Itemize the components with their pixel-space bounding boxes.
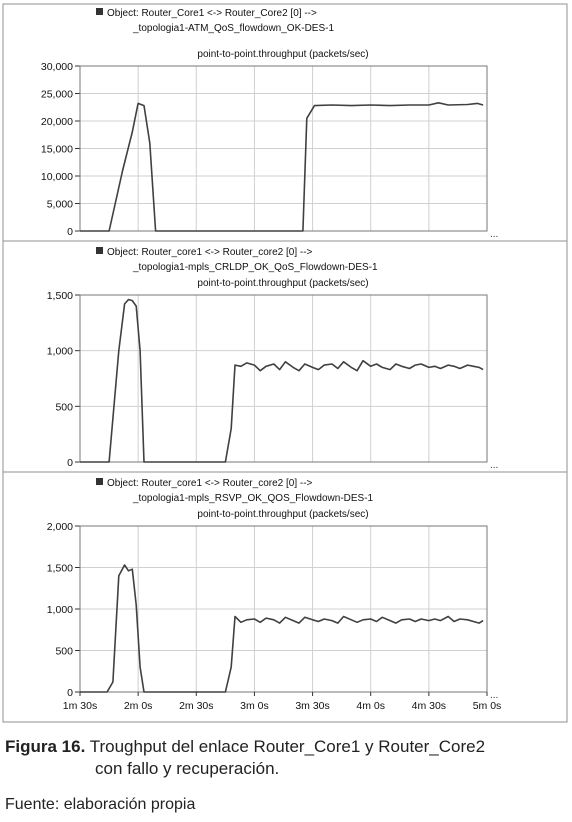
xtick-label: 1m 30s: [63, 700, 97, 712]
panel-2-series-line: [80, 298, 484, 463]
panel-3-ytick-label: 1,500: [47, 563, 73, 575]
panel-3-metric-label: point-to-point.throughput (packets/sec): [197, 509, 368, 520]
panel-1-ytick-label: 10,000: [41, 171, 73, 183]
caption-text-line1: Troughput del enlace Router_Core1 y Rout…: [89, 737, 486, 756]
panel-1-ytick-label: 15,000: [41, 144, 73, 156]
xtick-label: 4m 0s: [356, 700, 385, 712]
panel-3-ytick-label: 0: [67, 687, 73, 699]
panel-2-legend-line2: _topologia1-mpls_CRLDP_OK_QoS_Flowdown-D…: [132, 262, 378, 273]
xtick-label: 4m 30s: [412, 700, 446, 712]
panel-3-series-line: [80, 564, 484, 693]
caption-text-line2: con fallo y recuperación.: [95, 759, 280, 778]
source-note: Fuente: elaboración propia: [5, 796, 196, 813]
xtick-label: 3m 30s: [295, 700, 329, 712]
panel-3-ellipsis: ...: [490, 690, 498, 701]
panel-1-ytick-label: 0: [67, 226, 73, 238]
panel-3-legend-line1: Object: Router_core1 <-> Router_core2 [0…: [107, 478, 313, 489]
xtick-label: 2m 0s: [124, 700, 153, 712]
panel-2-metric-label: point-to-point.throughput (packets/sec): [197, 278, 368, 289]
figure-charts: Object: Router_Core1 <-> Router_Core2 [0…: [2, 3, 568, 723]
panel-2-legend-marker: [96, 247, 103, 254]
figure-frame: [2, 3, 568, 723]
panel-3-ytick-label: 2,000: [47, 521, 73, 533]
panel-1-ellipsis: ...: [490, 229, 498, 240]
panel-1-legend-line1: Object: Router_Core1 <-> Router_Core2 [0…: [107, 8, 317, 19]
panel-1-legend-marker: [96, 8, 103, 15]
panel-1-ytick-label: 5,000: [47, 199, 73, 211]
panel-2-ytick-label: 0: [67, 457, 73, 469]
panel-1-series-line: [80, 102, 484, 232]
panel-2-plot-area: [79, 294, 488, 463]
panel-1-ytick-label: 25,000: [41, 89, 73, 101]
panel-3-plot-area: [79, 525, 488, 693]
panel-1-metric-label: point-to-point.throughput (packets/sec): [197, 49, 368, 60]
panel-1-ytick-label: 30,000: [41, 61, 73, 73]
panel-1-ytick-label: 20,000: [41, 116, 73, 128]
xtick-label: 3m 0s: [240, 700, 269, 712]
panel-2-legend-line1: Object: Router_core1 <-> Router_core2 [0…: [107, 247, 313, 258]
panel-3-legend-line2: _topologia1-mpls_RSVP_OK_QOS_Flowdown-DE…: [132, 493, 374, 504]
panel-2-ytick-label: 1,500: [47, 290, 73, 302]
panel-2-ytick-label: 500: [55, 401, 73, 413]
panel-2-ytick-label: 1,000: [47, 346, 73, 358]
xtick-label: 2m 30s: [179, 700, 213, 712]
xtick-label: 5m 0s: [473, 700, 502, 712]
panel-3-legend-marker: [96, 478, 103, 485]
panel-3-ytick-label: 500: [55, 646, 73, 658]
panel-3-ytick-label: 1,000: [47, 604, 73, 616]
panel-1-legend-line2: _topologia1-ATM_QoS_flowdown_OK-DES-1: [132, 23, 334, 34]
figure-caption: Figura 16. Troughput del enlace Router_C…: [5, 736, 485, 780]
caption-label: Figura 16.: [5, 737, 86, 756]
panel-2-ellipsis: ...: [490, 460, 498, 471]
